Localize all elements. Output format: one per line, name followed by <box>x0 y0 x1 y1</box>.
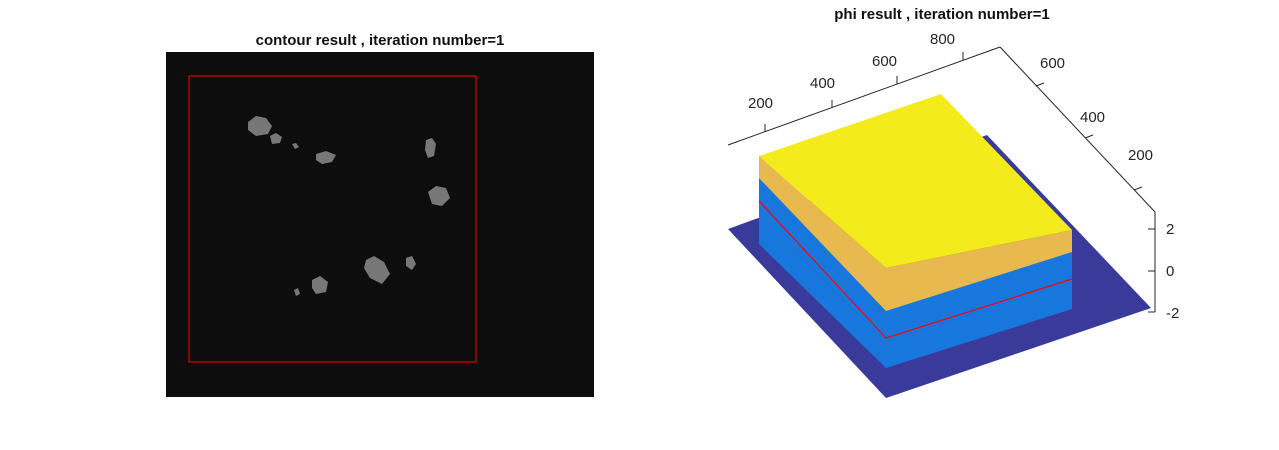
image-blob <box>248 116 272 136</box>
surface-front-face-mid <box>759 174 886 341</box>
image-blob <box>316 151 336 164</box>
surface-front-face-high <box>759 156 886 311</box>
zero-level-contour <box>758 200 1073 339</box>
phi-surface-plot: 200 400 600 800 600 400 200 2 0 -2 <box>727 31 1179 398</box>
x-tick-label: 800 <box>930 31 955 48</box>
axis-top-right-line <box>999 46 1156 213</box>
image-blob <box>406 256 416 270</box>
image-blob <box>428 186 450 206</box>
contour-rectangle <box>188 75 477 363</box>
y-tick-mark <box>1035 82 1045 87</box>
y-tick-label: 400 <box>1080 109 1105 126</box>
image-axes <box>166 52 594 397</box>
left-plot-title: contour result , iteration number=1 <box>255 32 505 49</box>
x-tick-label: 400 <box>810 75 835 92</box>
surface-side-face-high <box>886 230 1072 311</box>
z-tick-label: 2 <box>1166 221 1174 238</box>
x-tick-label: 600 <box>872 53 897 70</box>
y-tick-mark <box>1133 186 1143 191</box>
image-blob <box>294 288 300 296</box>
surface-top-face <box>759 94 1072 268</box>
image-blob <box>270 133 282 144</box>
image-blob <box>425 138 436 158</box>
image-blob <box>292 143 299 149</box>
image-objects <box>248 116 450 296</box>
y-tick-label: 200 <box>1128 147 1153 164</box>
surface-side-face-mid <box>886 248 1072 341</box>
image-blob <box>364 256 390 284</box>
z-tick-label: 0 <box>1166 263 1174 280</box>
axis-ticks <box>764 52 1155 313</box>
image-canvas <box>188 75 477 363</box>
y-tick-mark <box>1084 134 1094 139</box>
axis-top-front-line <box>727 46 1001 146</box>
surface-side-face-low <box>886 282 1072 368</box>
right-plot-title: phi result , iteration number=1 <box>834 6 1050 23</box>
z-tick-label: -2 <box>1166 305 1179 322</box>
surface-front-face-low <box>759 217 886 368</box>
image-blob <box>312 276 328 294</box>
y-tick-label: 600 <box>1040 55 1065 72</box>
x-tick-label: 200 <box>748 95 773 112</box>
